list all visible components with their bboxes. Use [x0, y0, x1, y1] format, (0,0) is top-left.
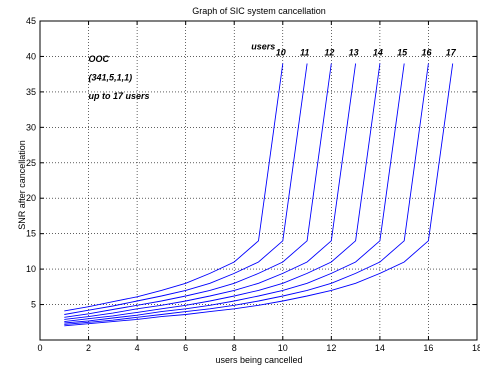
x-axis-label: users being cancelled	[215, 355, 302, 365]
series-label-17: 17	[446, 48, 457, 58]
x-tick-label: 16	[423, 343, 433, 353]
x-tick-label: 4	[135, 343, 140, 353]
plot-frame	[39, 20, 478, 341]
y-tick-label: 30	[26, 122, 36, 132]
series-line-14	[64, 63, 381, 323]
x-tick-label: 0	[37, 343, 42, 353]
series-labels: 10 11 12 13 14 15 16 17	[276, 48, 457, 58]
series-label-10: 10	[276, 48, 286, 58]
series-line-17	[64, 63, 454, 327]
annotations: OOC (341,5,1,1) up to 17 users users	[89, 41, 276, 101]
annotation-2: up to 17 users	[89, 91, 150, 101]
series-label-12: 12	[324, 48, 334, 58]
y-tick-label: 20	[26, 193, 36, 203]
axis-ticks: 0 2 4 6 8 10 12 14 16 18 5 10 15 20 25 30 35 40 45	[26, 16, 480, 353]
x-tick-label: 8	[232, 343, 237, 353]
annotation-3: users	[251, 41, 275, 51]
y-tick-label: 45	[26, 16, 36, 26]
y-axis-label: SNR after cancellation	[17, 140, 27, 230]
x-tick-label: 12	[326, 343, 336, 353]
series-line-15	[64, 63, 405, 324]
x-tick-label: 2	[86, 343, 91, 353]
y-tick-label: 5	[31, 300, 36, 310]
chart-title: Graph of SIC system cancellation	[192, 6, 326, 16]
annotation-1: (341,5,1,1)	[89, 73, 133, 83]
series-line-13	[64, 63, 357, 320]
y-tick-label: 35	[26, 87, 36, 97]
series-line-12	[64, 63, 332, 318]
series-label-16: 16	[421, 48, 432, 58]
series-line-11	[64, 63, 308, 315]
x-tick-label: 14	[375, 343, 385, 353]
y-tick-label: 10	[26, 264, 36, 274]
y-tick-label: 15	[26, 229, 36, 239]
series-line-10	[64, 63, 284, 312]
series-label-14: 14	[373, 48, 383, 58]
series-line-16	[64, 63, 429, 325]
x-tick-label: 10	[278, 343, 288, 353]
y-tick-label: 40	[26, 51, 36, 61]
series-group	[64, 63, 454, 327]
annotation-0: OOC	[89, 54, 110, 64]
series-label-11: 11	[300, 48, 309, 58]
x-tick-label: 18	[472, 343, 480, 353]
x-tick-label: 6	[183, 343, 188, 353]
y-tick-label: 25	[26, 158, 36, 168]
series-label-13: 13	[349, 48, 359, 58]
series-label-15: 15	[397, 48, 408, 58]
grid-lines	[40, 21, 477, 340]
